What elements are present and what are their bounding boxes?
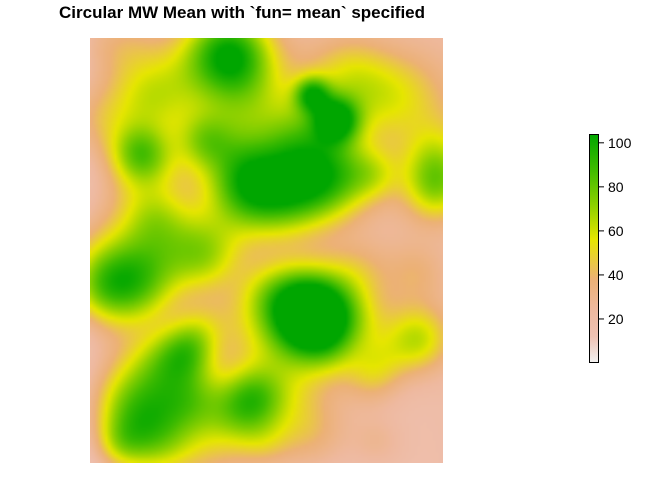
colorbar-tick-label-40: 40 — [608, 267, 624, 283]
colorbar-legend: 20 40 60 80 100 — [589, 134, 632, 363]
heatmap-image — [90, 38, 443, 463]
colorbar-tick-label-20: 20 — [608, 311, 624, 327]
colorbar-gradient — [589, 134, 599, 363]
colorbar-ticks: 20 40 60 80 100 — [599, 135, 632, 327]
chart-title: Circular MW Mean with `fun= mean` specif… — [59, 3, 425, 22]
heatmap-raster — [90, 38, 443, 463]
colorbar-tick-label-60: 60 — [608, 223, 624, 239]
colorbar-tick-label-80: 80 — [608, 179, 624, 195]
colorbar-tick-label-100: 100 — [608, 135, 632, 151]
colorbar-frame — [589, 134, 599, 363]
